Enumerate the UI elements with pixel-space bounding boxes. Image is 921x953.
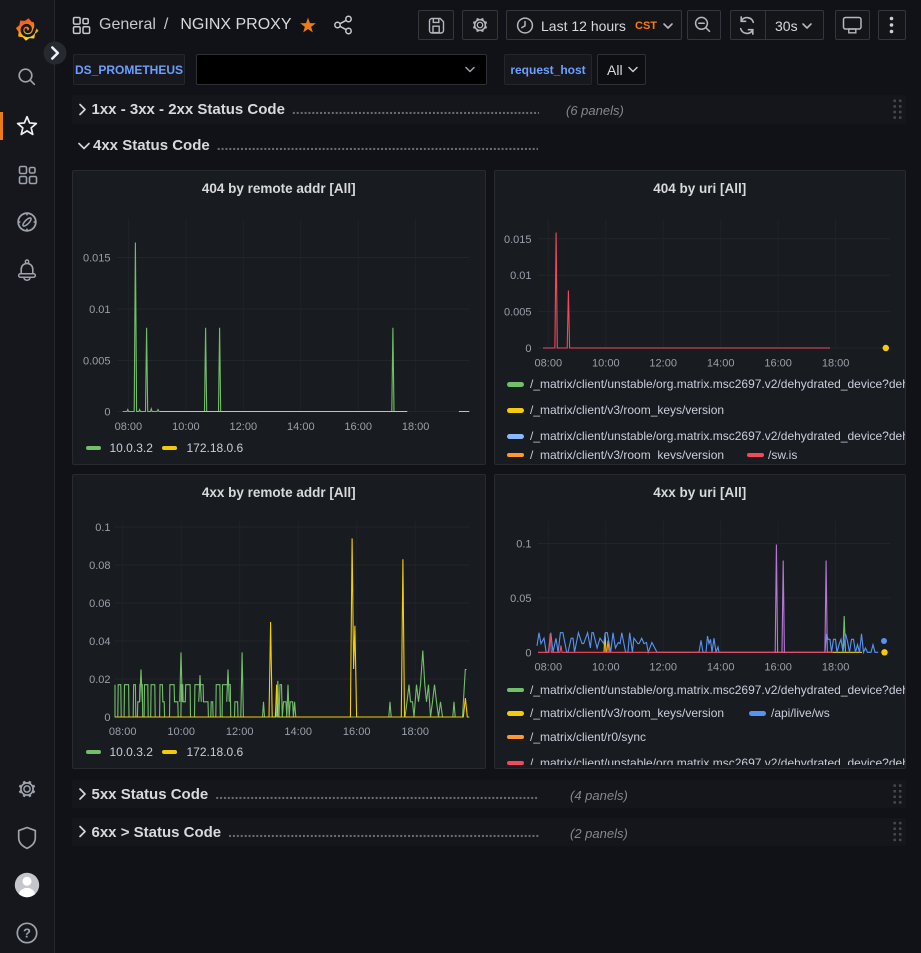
svg-text:0: 0 — [525, 343, 531, 355]
svg-text:0.05: 0.05 — [510, 593, 531, 605]
svg-text:08:00: 08:00 — [535, 662, 563, 674]
svg-text:0.02: 0.02 — [89, 674, 110, 686]
svg-text:18:00: 18:00 — [402, 421, 430, 433]
svg-text:14:00: 14:00 — [707, 662, 735, 674]
svg-text:0.1: 0.1 — [95, 522, 110, 534]
svg-text:0: 0 — [525, 647, 531, 659]
svg-text:?: ? — [23, 926, 31, 941]
svg-text:16:00: 16:00 — [764, 662, 792, 674]
svg-text:16:00: 16:00 — [344, 421, 372, 433]
svg-text:12:00: 12:00 — [230, 421, 258, 433]
svg-text:0.015: 0.015 — [504, 234, 532, 246]
svg-text:08:00: 08:00 — [109, 726, 137, 738]
svg-text:10:00: 10:00 — [592, 358, 620, 370]
svg-text:16:00: 16:00 — [764, 358, 792, 370]
svg-text:0.015: 0.015 — [83, 253, 111, 265]
svg-text:0: 0 — [104, 407, 110, 419]
svg-text:16:00: 16:00 — [343, 726, 371, 738]
svg-text:14:00: 14:00 — [287, 421, 315, 433]
svg-text:12:00: 12:00 — [649, 662, 677, 674]
svg-text:0.04: 0.04 — [89, 636, 110, 648]
svg-text:14:00: 14:00 — [284, 726, 312, 738]
svg-text:18:00: 18:00 — [401, 726, 429, 738]
svg-text:12:00: 12:00 — [226, 726, 254, 738]
svg-text:08:00: 08:00 — [535, 358, 563, 370]
svg-text:0.005: 0.005 — [83, 356, 111, 368]
svg-text:10:00: 10:00 — [167, 726, 195, 738]
svg-text:08:00: 08:00 — [115, 421, 143, 433]
svg-text:18:00: 18:00 — [822, 662, 850, 674]
svg-text:0.06: 0.06 — [89, 598, 110, 610]
svg-text:0.08: 0.08 — [89, 560, 110, 572]
svg-text:18:00: 18:00 — [822, 358, 850, 370]
svg-text:0.01: 0.01 — [510, 270, 531, 282]
svg-text:0: 0 — [104, 712, 110, 724]
svg-text:10:00: 10:00 — [592, 662, 620, 674]
svg-text:12:00: 12:00 — [649, 358, 677, 370]
svg-text:14:00: 14:00 — [707, 358, 735, 370]
svg-text:0.005: 0.005 — [504, 307, 532, 319]
svg-text:10:00: 10:00 — [172, 421, 200, 433]
svg-text:0.1: 0.1 — [516, 539, 531, 551]
svg-text:0.01: 0.01 — [89, 304, 110, 316]
